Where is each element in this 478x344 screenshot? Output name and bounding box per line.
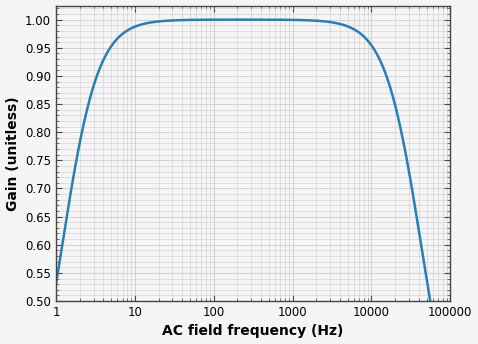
X-axis label: AC field frequency (Hz): AC field frequency (Hz) bbox=[163, 324, 344, 338]
Y-axis label: Gain (unitless): Gain (unitless) bbox=[6, 96, 20, 211]
